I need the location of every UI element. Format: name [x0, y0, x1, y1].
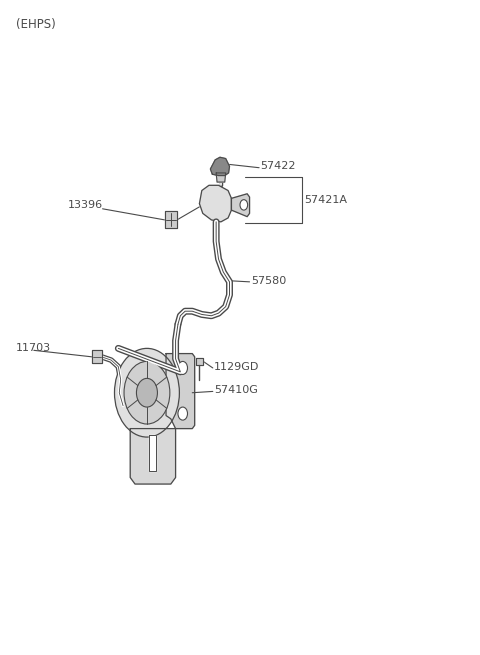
- Circle shape: [136, 379, 157, 407]
- Circle shape: [240, 200, 248, 210]
- Polygon shape: [92, 350, 102, 364]
- Text: 1129GD: 1129GD: [214, 362, 260, 371]
- Polygon shape: [231, 194, 250, 217]
- Text: (EHPS): (EHPS): [16, 18, 56, 31]
- Text: 57410G: 57410G: [214, 385, 258, 395]
- Polygon shape: [165, 212, 177, 229]
- Polygon shape: [196, 358, 203, 365]
- Text: 57421A: 57421A: [304, 195, 348, 205]
- Circle shape: [115, 348, 180, 437]
- Circle shape: [124, 362, 170, 424]
- Polygon shape: [130, 428, 176, 484]
- Text: 57422: 57422: [261, 161, 296, 172]
- Text: 57580: 57580: [251, 276, 286, 286]
- Polygon shape: [210, 157, 229, 176]
- Polygon shape: [216, 173, 226, 182]
- Polygon shape: [166, 354, 195, 428]
- Text: 11703: 11703: [16, 343, 51, 353]
- Polygon shape: [199, 185, 231, 222]
- Circle shape: [178, 407, 188, 420]
- Text: 13396: 13396: [68, 200, 103, 210]
- Circle shape: [178, 362, 188, 375]
- Polygon shape: [149, 435, 156, 471]
